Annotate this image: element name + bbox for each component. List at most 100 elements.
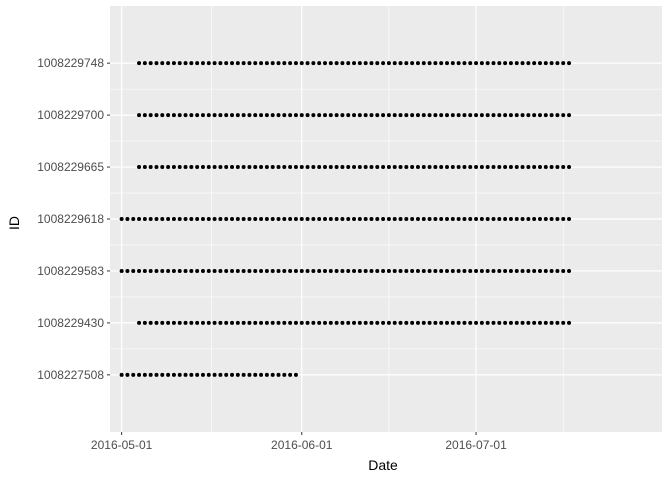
data-point: 1008229700 @ 2016-07-17 bbox=[567, 113, 572, 118]
data-point: 1008229430 @ 2016-05-05 bbox=[142, 320, 147, 325]
data-point: 1008229430 @ 2016-07-15 bbox=[555, 320, 560, 325]
data-point: 1008229430 @ 2016-05-18 bbox=[218, 320, 223, 325]
data-point: 1008229700 @ 2016-06-11 bbox=[357, 113, 362, 118]
data-point: 1008227508 @ 2016-05-23 bbox=[247, 372, 252, 377]
data-point: 1008229665 @ 2016-05-20 bbox=[230, 165, 235, 170]
data-point: 1008229618 @ 2016-06-03 bbox=[311, 217, 316, 221]
data-point: 1008229748 @ 2016-05-08 bbox=[160, 61, 165, 66]
data-point: 1008229665 @ 2016-07-15 bbox=[555, 165, 560, 170]
data-point: 1008229583 @ 2016-05-08 bbox=[160, 268, 165, 273]
data-point: 1008229583 @ 2016-07-15 bbox=[555, 268, 560, 273]
data-point: 1008229618 @ 2016-05-14 bbox=[195, 217, 200, 221]
data-point: 1008227508 @ 2016-05-25 bbox=[259, 372, 264, 377]
data-point: 1008229583 @ 2016-07-02 bbox=[479, 268, 484, 273]
data-point: 1008229618 @ 2016-05-19 bbox=[224, 217, 229, 221]
data-point: 1008229748 @ 2016-07-13 bbox=[543, 61, 548, 66]
data-point: 1008229583 @ 2016-05-26 bbox=[264, 268, 269, 273]
data-point: 1008229618 @ 2016-06-18 bbox=[398, 217, 403, 221]
data-point: 1008229748 @ 2016-06-09 bbox=[346, 61, 351, 66]
data-point: 1008229618 @ 2016-07-14 bbox=[549, 217, 554, 221]
y-tick-label: 1008229583 bbox=[37, 264, 104, 278]
data-point: 1008229665 @ 2016-06-14 bbox=[375, 165, 380, 170]
data-point: 1008229748 @ 2016-07-05 bbox=[497, 61, 502, 66]
data-point: 1008229748 @ 2016-05-12 bbox=[183, 61, 188, 66]
data-point: 1008229700 @ 2016-05-09 bbox=[166, 113, 171, 118]
data-point: 1008229665 @ 2016-05-24 bbox=[253, 165, 258, 170]
data-point: 1008229583 @ 2016-06-28 bbox=[456, 268, 461, 273]
data-point: 1008229618 @ 2016-06-11 bbox=[357, 217, 362, 221]
data-point: 1008229618 @ 2016-05-08 bbox=[160, 217, 165, 221]
data-point: 1008229583 @ 2016-05-27 bbox=[270, 268, 275, 273]
data-point: 1008229748 @ 2016-06-28 bbox=[456, 61, 461, 66]
data-point: 1008229700 @ 2016-06-18 bbox=[398, 113, 403, 118]
data-point: 1008229665 @ 2016-06-11 bbox=[357, 165, 362, 170]
data-point: 1008229748 @ 2016-06-24 bbox=[433, 61, 438, 66]
data-point: 1008229430 @ 2016-06-18 bbox=[398, 320, 403, 325]
data-point: 1008229700 @ 2016-06-16 bbox=[386, 113, 391, 118]
data-point: 1008229665 @ 2016-07-13 bbox=[543, 165, 548, 170]
data-point: 1008229665 @ 2016-05-10 bbox=[171, 165, 176, 170]
data-point: 1008229618 @ 2016-07-10 bbox=[526, 217, 531, 221]
data-point: 1008229583 @ 2016-07-16 bbox=[561, 268, 566, 273]
data-point: 1008229618 @ 2016-07-01 bbox=[474, 217, 479, 221]
data-point: 1008229430 @ 2016-07-12 bbox=[537, 320, 542, 325]
data-point: 1008229430 @ 2016-05-15 bbox=[200, 320, 205, 325]
data-point: 1008229583 @ 2016-05-03 bbox=[131, 268, 136, 273]
data-point: 1008229665 @ 2016-07-05 bbox=[497, 165, 502, 170]
data-point: 1008229430 @ 2016-06-14 bbox=[375, 320, 380, 325]
data-point: 1008227508 @ 2016-05-24 bbox=[253, 372, 258, 377]
data-point: 1008227508 @ 2016-05-11 bbox=[177, 372, 182, 377]
data-point: 1008229700 @ 2016-07-15 bbox=[555, 113, 560, 118]
data-point: 1008229665 @ 2016-06-13 bbox=[369, 165, 374, 170]
data-point: 1008229583 @ 2016-07-10 bbox=[526, 268, 531, 273]
data-point: 1008229618 @ 2016-06-04 bbox=[317, 217, 322, 221]
data-point: 1008229618 @ 2016-05-30 bbox=[288, 217, 293, 221]
data-point: 1008229583 @ 2016-07-13 bbox=[543, 268, 548, 273]
data-point: 1008229700 @ 2016-06-19 bbox=[404, 113, 409, 118]
data-point: 1008227508 @ 2016-05-01 bbox=[119, 372, 124, 377]
data-point: 1008229665 @ 2016-05-28 bbox=[276, 165, 281, 170]
data-point: 1008229430 @ 2016-07-17 bbox=[567, 320, 572, 325]
data-point: 1008229700 @ 2016-07-02 bbox=[479, 113, 484, 118]
data-point: 1008229618 @ 2016-06-23 bbox=[427, 217, 432, 221]
data-point: 1008229748 @ 2016-05-31 bbox=[293, 61, 298, 66]
data-point: 1008229430 @ 2016-05-08 bbox=[160, 320, 165, 325]
data-point: 1008229583 @ 2016-05-09 bbox=[166, 268, 171, 273]
data-point: 1008229618 @ 2016-07-15 bbox=[555, 217, 560, 221]
data-point: 1008229430 @ 2016-05-19 bbox=[224, 320, 229, 325]
data-point: 1008229618 @ 2016-06-13 bbox=[369, 217, 374, 221]
x-tick-label: 2016-05-01 bbox=[91, 438, 153, 452]
data-point: 1008229665 @ 2016-06-15 bbox=[381, 165, 386, 170]
data-point: 1008229748 @ 2016-07-09 bbox=[520, 61, 525, 66]
data-point: 1008229700 @ 2016-05-17 bbox=[212, 113, 217, 118]
data-point: 1008227508 @ 2016-05-27 bbox=[270, 372, 275, 377]
data-point: 1008229430 @ 2016-05-13 bbox=[189, 320, 194, 325]
data-point: 1008229430 @ 2016-05-22 bbox=[241, 320, 246, 325]
data-point: 1008229700 @ 2016-05-12 bbox=[183, 113, 188, 118]
data-point: 1008229618 @ 2016-07-11 bbox=[532, 217, 537, 221]
data-point: 1008229430 @ 2016-06-21 bbox=[415, 320, 420, 325]
data-point: 1008229700 @ 2016-06-01 bbox=[299, 113, 304, 118]
data-point: 1008229583 @ 2016-07-07 bbox=[508, 268, 513, 273]
data-point: 1008227508 @ 2016-05-30 bbox=[288, 372, 293, 377]
data-point: 1008229618 @ 2016-06-06 bbox=[328, 217, 333, 221]
data-point: 1008229430 @ 2016-07-10 bbox=[526, 320, 531, 325]
data-point: 1008229618 @ 2016-06-28 bbox=[456, 217, 461, 221]
data-point: 1008229430 @ 2016-05-30 bbox=[288, 320, 293, 325]
data-point: 1008229618 @ 2016-05-05 bbox=[142, 217, 147, 221]
data-point: 1008229665 @ 2016-06-20 bbox=[410, 165, 415, 170]
data-point: 1008229618 @ 2016-06-25 bbox=[439, 217, 444, 221]
data-point: 1008229700 @ 2016-05-24 bbox=[253, 113, 258, 118]
data-point: 1008229583 @ 2016-06-12 bbox=[363, 268, 368, 273]
data-point: 1008229665 @ 2016-06-05 bbox=[322, 165, 327, 170]
x-tick-label: 2016-06-01 bbox=[271, 438, 333, 452]
data-point: 1008229665 @ 2016-07-17 bbox=[567, 165, 572, 170]
data-point: 1008227508 @ 2016-05-08 bbox=[160, 372, 165, 377]
data-point: 1008229583 @ 2016-05-11 bbox=[177, 268, 182, 273]
data-point: 1008229665 @ 2016-05-08 bbox=[160, 165, 165, 170]
data-point: 1008229618 @ 2016-05-31 bbox=[293, 217, 298, 221]
y-tick-label: 1008229665 bbox=[37, 160, 104, 174]
data-point: 1008229700 @ 2016-05-22 bbox=[241, 113, 246, 118]
data-point: 1008229748 @ 2016-05-29 bbox=[282, 61, 287, 66]
data-point: 1008229748 @ 2016-06-26 bbox=[445, 61, 450, 66]
